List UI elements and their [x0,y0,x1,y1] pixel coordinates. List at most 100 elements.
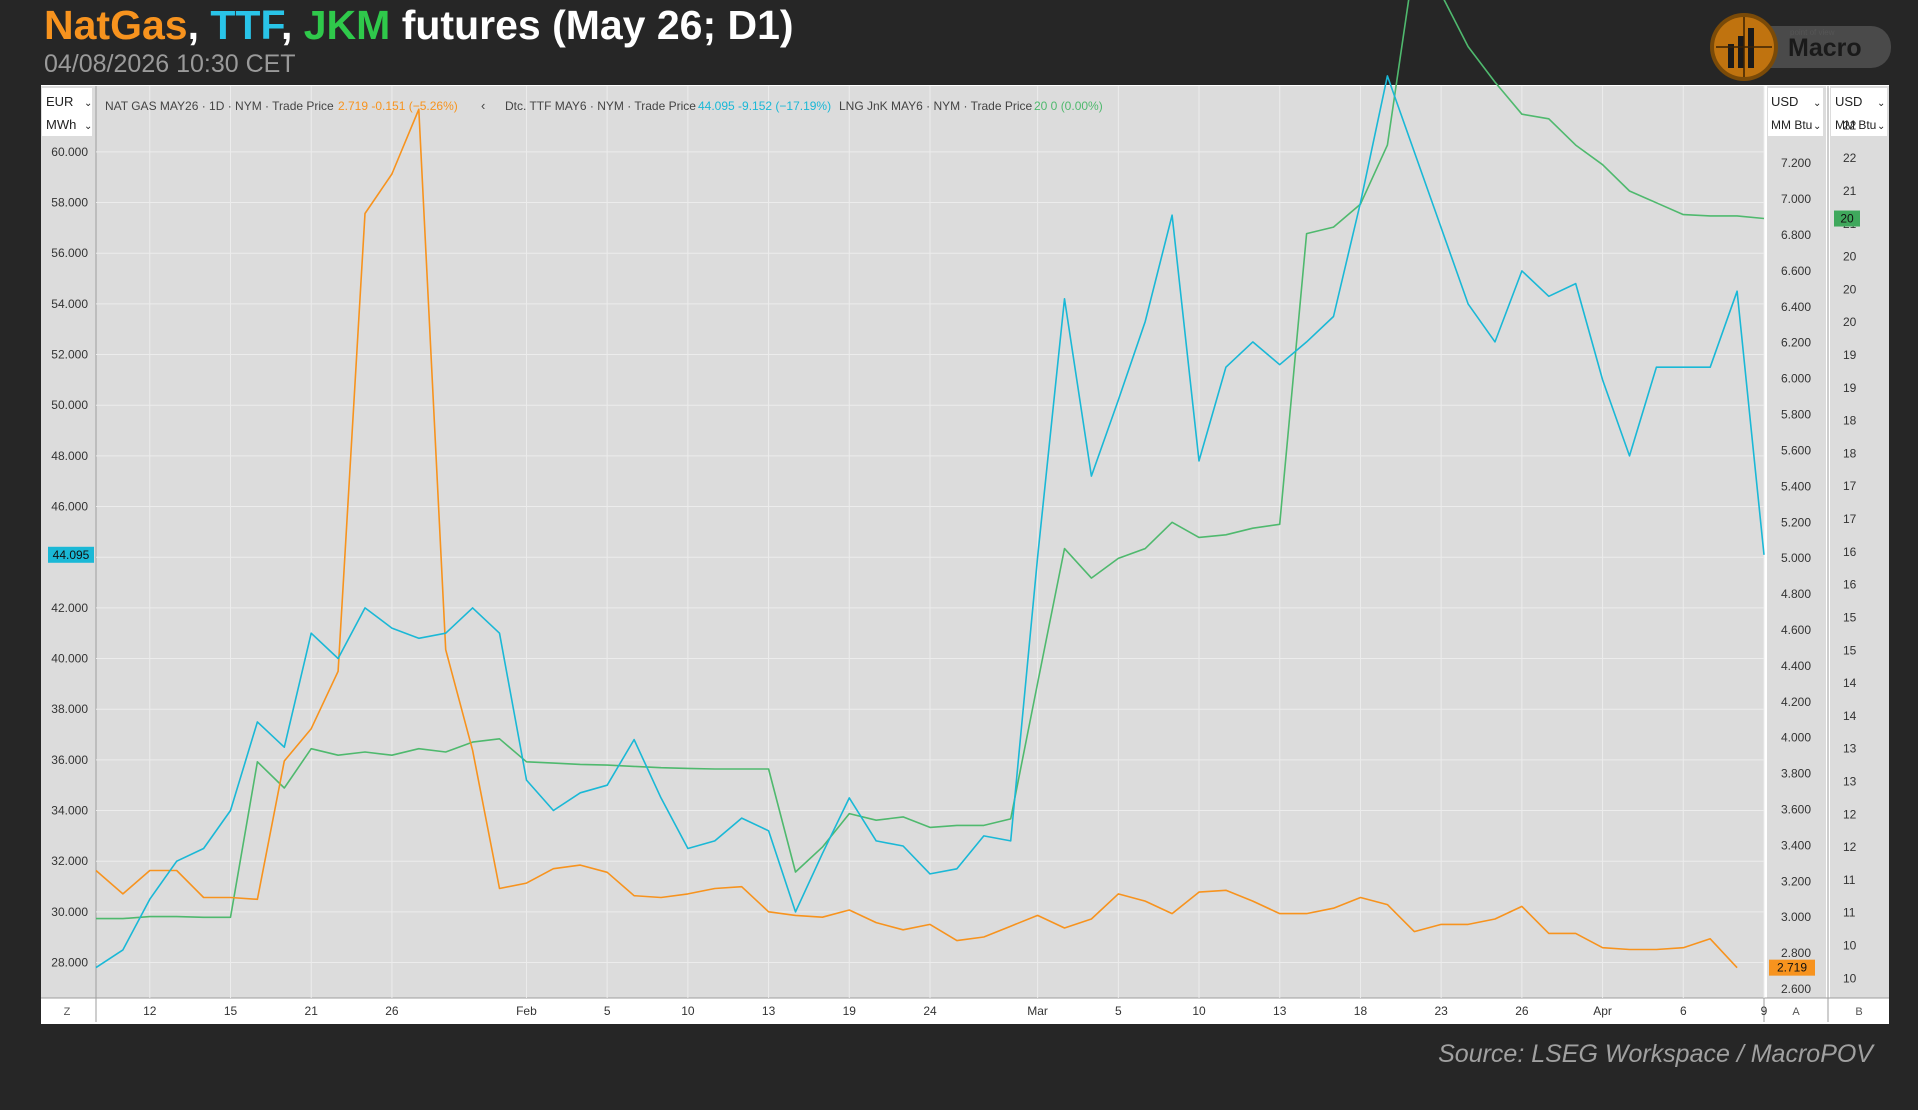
far-right-tick-label: 19 [1843,381,1857,395]
x-tick-label: 21 [305,1004,319,1018]
x-tick-label: 15 [224,1004,238,1018]
far-right-tick-label: 16 [1843,545,1857,559]
far-right-tick-label: 16 [1843,578,1857,592]
far-right-tick-label: 15 [1843,643,1857,657]
title-natgas: NatGas [44,2,188,48]
right-tick-label: 5.000 [1781,551,1811,565]
left-axis-panel [41,86,96,998]
left-tick-label: 32.000 [51,854,88,868]
chevron-down-icon: ⌄ [1877,98,1885,109]
x-corner-label: A [1792,1006,1800,1018]
axis-tick-labels: 60.00058.00056.00054.00052.00050.00048.0… [51,118,1862,1018]
right-tick-label: 4.400 [1781,659,1811,673]
left-tick-label: 60.000 [51,145,88,159]
left-tick-label: 34.000 [51,804,88,818]
far-right-tick-label: 10 [1843,939,1857,953]
left-tick-label: 56.000 [51,246,88,260]
title-ttf: TTF [210,2,281,48]
right-tick-label: 5.800 [1781,408,1811,422]
far-right-tick-label: 20 [1843,250,1857,264]
x-tick-label: 23 [1434,1004,1448,1018]
far-right-tick-label: 22 [1843,151,1857,165]
right-tick-label: 4.800 [1781,587,1811,601]
macropov-logo: point of view Macro [1706,8,1896,86]
left-unit-currency: EUR [46,94,73,109]
x-tick-label: 6 [1680,1004,1687,1018]
gridlines [96,86,1765,998]
ttf-last-value-badge-bg [48,546,94,563]
far-right-tick-label: 18 [1843,414,1857,428]
far-right-tick-label: 17 [1843,512,1857,526]
title-sep-1: , [187,2,211,48]
title-jkm: JKM [303,2,391,48]
collapse-legend-icon[interactable]: ‹ [481,98,485,113]
x-tick-label: Apr [1593,1004,1612,1018]
jkm-last-value-badge-bg [1834,210,1860,227]
x-tick-label: 19 [843,1004,857,1018]
right-tick-label: 2.800 [1781,946,1811,960]
x-tick-label: 13 [762,1004,776,1018]
left-unit-measure: MWh [46,117,76,132]
far-right-tick-label: 13 [1843,742,1857,756]
far-right-tick-label: 17 [1843,479,1857,493]
right-tick-label: 6.400 [1781,300,1811,314]
far-right-unit-selector[interactable]: USD ⌄ MM Btu ⌄ [1831,88,1887,136]
far-right-tick-label: 21 [1843,184,1857,198]
left-tick-label: 28.000 [51,956,88,970]
jkm-last-value-badge: 20 [1840,212,1854,226]
left-tick-label: 40.000 [51,652,88,666]
right-tick-label: 4.200 [1781,695,1811,709]
right-unit-currency: USD [1771,94,1798,109]
plot-background [96,86,1764,998]
legend-ttf-value: 44.095 -9.152 (−17.19%) [698,99,831,113]
left-unit-selector[interactable]: EUR ⌄ MWh ⌄ [42,88,92,136]
far-right-tick-label: 11 [1843,906,1856,920]
logo-tagline: point of view [1790,28,1835,37]
x-tick-label: 9 [1761,1004,1768,1018]
x-tick-label: 5 [1115,1004,1122,1018]
far-right-tick-label: 20 [1843,315,1857,329]
right-unit-selector[interactable]: USD ⌄ MM Btu ⌄ [1768,88,1823,136]
x-tick-label: Mar [1027,1004,1048,1018]
series-ttf-line [95,75,1765,969]
right-tick-label: 6.800 [1781,228,1811,242]
far-right-tick-label: 13 [1843,774,1857,788]
right-tick-label: 6.000 [1781,372,1811,386]
title-rest: futures (May 26; D1) [390,2,794,48]
far-right-tick-label: 19 [1843,348,1857,362]
right-tick-label: 3.400 [1781,838,1811,852]
far-right-tick-label: 20 [1843,282,1857,296]
far-right-tick-label: 14 [1843,676,1857,690]
logo-text: Macro [1788,34,1862,62]
x-tick-label: 26 [385,1004,399,1018]
legend-jkm-label: LNG JnK MAY6 · NYM · Trade Price [839,99,1032,113]
chevron-down-icon: ⌄ [1813,98,1821,109]
far-right-unit-currency: USD [1835,94,1862,109]
chart-subtitle: 04/08/2026 10:30 CET [44,50,296,78]
far-right-tick-label: 18 [1843,446,1857,460]
x-tick-label: 10 [681,1004,695,1018]
x-corner-label: Z [64,1006,71,1018]
left-tick-label: 58.000 [51,196,88,210]
far-right-tick-label: 12 [1843,807,1857,821]
legend-natgas-label: NAT GAS MAY26 · 1D · NYM · Trade Price [105,99,334,113]
chevron-down-icon: ⌄ [1877,121,1885,132]
x-tick-label: Feb [516,1004,537,1018]
x-corner-label: B [1855,1006,1862,1018]
x-tick-label: 26 [1515,1004,1529,1018]
right-tick-label: 5.600 [1781,443,1811,457]
x-tick-label: 12 [143,1004,157,1018]
chart-frame [41,85,1889,1024]
left-tick-label: 42.000 [51,601,88,615]
right-tick-label: 6.200 [1781,336,1811,350]
right-tick-label: 7.200 [1781,156,1811,170]
left-tick-label: 44.000 [51,550,88,564]
far-right-tick-label: 21 [1843,217,1857,231]
legend: NAT GAS MAY26 · 1D · NYM · Trade Price 2… [105,98,1103,113]
right-tick-label: 5.200 [1781,515,1811,529]
series-lines [95,0,1765,969]
x-tick-label: 24 [923,1004,937,1018]
legend-ttf-label: Dtc. TTF MAY6 · NYM · Trade Price [505,99,696,113]
right-tick-label: 7.000 [1781,192,1811,206]
right-tick-label: 4.600 [1781,623,1811,637]
